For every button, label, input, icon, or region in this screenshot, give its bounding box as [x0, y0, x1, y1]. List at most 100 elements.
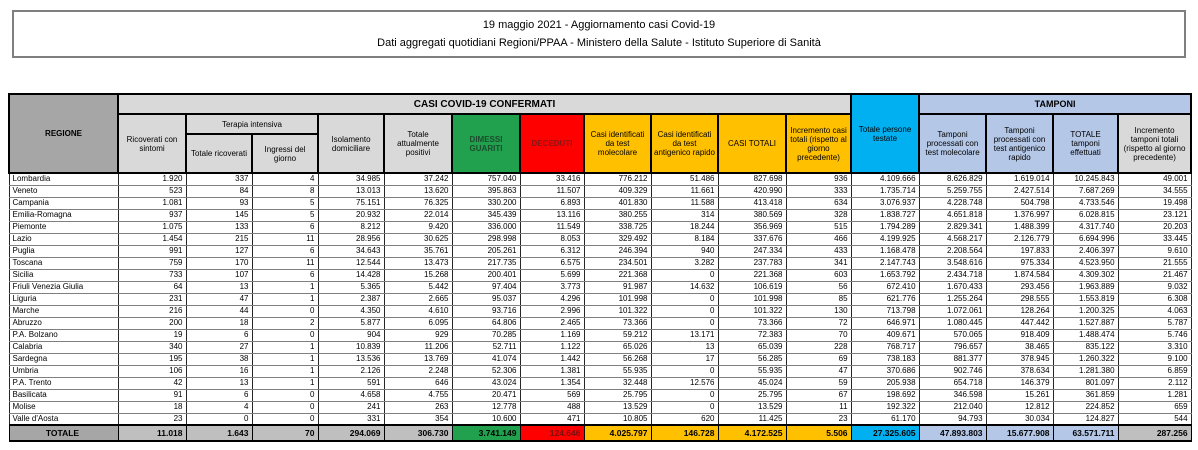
value-cell: 13 [185, 280, 253, 294]
value-cell: 93 [185, 196, 253, 210]
value-cell: 10.600 [451, 412, 521, 426]
value-cell: 228 [785, 340, 852, 354]
value-cell: 835.122 [1052, 340, 1119, 354]
value-cell: 4.296 [519, 292, 585, 306]
value-cell: 9.032 [1117, 280, 1192, 294]
col-header-isolamento: Isolamento domiciliare [317, 113, 385, 174]
value-cell: 64.806 [451, 316, 521, 330]
value-cell: 5.442 [383, 280, 453, 294]
value-cell: 6 [251, 220, 319, 234]
value-cell: 378.945 [985, 352, 1054, 366]
total-value-cell: 287.256 [1117, 424, 1192, 442]
value-cell: 759 [117, 256, 187, 270]
value-cell: 8.053 [519, 232, 585, 246]
value-cell: 5.746 [1117, 328, 1192, 342]
value-cell: 91.987 [583, 280, 652, 294]
region-name-cell: Campania [8, 196, 119, 210]
value-cell: 4 [251, 172, 319, 186]
value-cell: 106.619 [717, 280, 787, 294]
value-cell: 0 [185, 412, 253, 426]
value-cell: 56 [785, 280, 852, 294]
value-cell: 1 [251, 376, 319, 390]
value-cell: 937 [117, 208, 187, 222]
total-label-cell: TOTALE [8, 424, 119, 442]
value-cell: 94.793 [918, 412, 987, 426]
value-cell: 3.076.937 [850, 196, 920, 210]
value-cell: 1.920 [117, 172, 187, 186]
value-cell: 12.576 [650, 376, 719, 390]
value-cell: 13.116 [519, 208, 585, 222]
value-cell: 14.632 [650, 280, 719, 294]
value-cell: 827.698 [717, 172, 787, 186]
value-cell: 314 [650, 208, 719, 222]
value-cell: 380.569 [717, 208, 787, 222]
value-cell: 10.839 [317, 340, 385, 354]
value-cell: 2.829.341 [918, 220, 987, 234]
value-cell: 4.109.666 [850, 172, 920, 186]
value-cell: 0 [251, 328, 319, 342]
col-header-casi-antigenico: Casi identificati da test antigenico rap… [650, 113, 719, 174]
value-cell: 192.322 [850, 400, 920, 414]
value-cell: 28.956 [317, 232, 385, 246]
value-cell: 107 [185, 268, 253, 282]
value-cell: 95.037 [451, 292, 521, 306]
value-cell: 52.711 [451, 340, 521, 354]
value-cell: 0 [251, 304, 319, 318]
value-cell: 4.309.302 [1052, 268, 1119, 282]
value-cell: 25.795 [717, 388, 787, 402]
value-cell: 345.439 [451, 208, 521, 222]
value-cell: 5.787 [1117, 316, 1192, 330]
value-cell: 2.427.514 [985, 184, 1054, 198]
region-name-cell: Lombardia [8, 172, 119, 186]
total-value-cell: 27.325.605 [850, 424, 920, 442]
value-cell: 215 [185, 232, 253, 246]
col-header-persone-testate: Totale persone testate [850, 93, 921, 174]
value-cell: 11.549 [519, 220, 585, 234]
value-cell: 1 [251, 364, 319, 378]
table-body: Lombardia 1.920 337 4 34.985 37.242 757.040 33.… [8, 172, 1192, 442]
col-header-tamponi-antigenico: Tamponi processati con test antigenico r… [985, 113, 1055, 174]
value-cell: 346.598 [918, 388, 987, 402]
region-name-cell: Toscana [8, 256, 119, 270]
value-cell: 0 [251, 400, 319, 414]
value-cell: 1.255.264 [918, 292, 987, 306]
value-cell: 205.261 [451, 244, 521, 258]
value-cell: 337.676 [717, 232, 787, 246]
value-cell: 59.212 [583, 328, 652, 342]
value-cell: 591 [317, 376, 385, 390]
value-cell: 4.658 [317, 388, 385, 402]
value-cell: 22.014 [383, 208, 453, 222]
value-cell: 4.199.925 [850, 232, 920, 246]
value-cell: 1.963.889 [1052, 280, 1119, 294]
value-cell: 733 [117, 268, 187, 282]
value-cell: 11 [785, 400, 852, 414]
value-cell: 337 [185, 172, 253, 186]
region-name-cell: Liguria [8, 292, 119, 306]
value-cell: 370.686 [850, 364, 920, 378]
value-cell: 991 [117, 244, 187, 258]
value-cell: 1 [251, 292, 319, 306]
value-cell: 33.416 [519, 172, 585, 186]
region-name-cell: Veneto [8, 184, 119, 198]
table-row: Puglia 991 127 6 34.643 35.761 205.261 6.312 246… [8, 244, 1192, 258]
value-cell: 231 [117, 292, 187, 306]
value-cell: 10.245.843 [1052, 172, 1119, 186]
value-cell: 904 [317, 328, 385, 342]
col-header-regione: REGIONE [8, 93, 119, 174]
value-cell: 75.151 [317, 196, 385, 210]
value-cell: 12.778 [451, 400, 521, 414]
value-cell: 801.097 [1052, 376, 1119, 390]
value-cell: 11.425 [717, 412, 787, 426]
value-cell: 55.935 [717, 364, 787, 378]
value-cell: 1.488.474 [1052, 328, 1119, 342]
value-cell: 13.769 [383, 352, 453, 366]
value-cell: 18.244 [650, 220, 719, 234]
region-name-cell: Marche [8, 304, 119, 318]
table-row: Emilia-Romagna 937 145 5 20.932 22.014 345.439… [8, 208, 1192, 222]
value-cell: 401.830 [583, 196, 652, 210]
value-cell: 51.486 [650, 172, 719, 186]
value-cell: 1.619.014 [985, 172, 1054, 186]
value-cell: 13.529 [583, 400, 652, 414]
value-cell: 504.798 [985, 196, 1054, 210]
value-cell: 298.555 [985, 292, 1054, 306]
